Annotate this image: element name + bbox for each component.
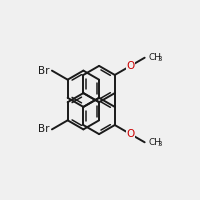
Text: Br: Br bbox=[38, 124, 50, 134]
Text: O: O bbox=[126, 129, 135, 139]
Text: 3: 3 bbox=[158, 141, 162, 147]
Text: CH: CH bbox=[148, 53, 161, 62]
Text: CH: CH bbox=[148, 138, 161, 147]
Text: 3: 3 bbox=[158, 56, 162, 62]
Text: O: O bbox=[126, 61, 135, 71]
Text: Br: Br bbox=[38, 66, 50, 76]
